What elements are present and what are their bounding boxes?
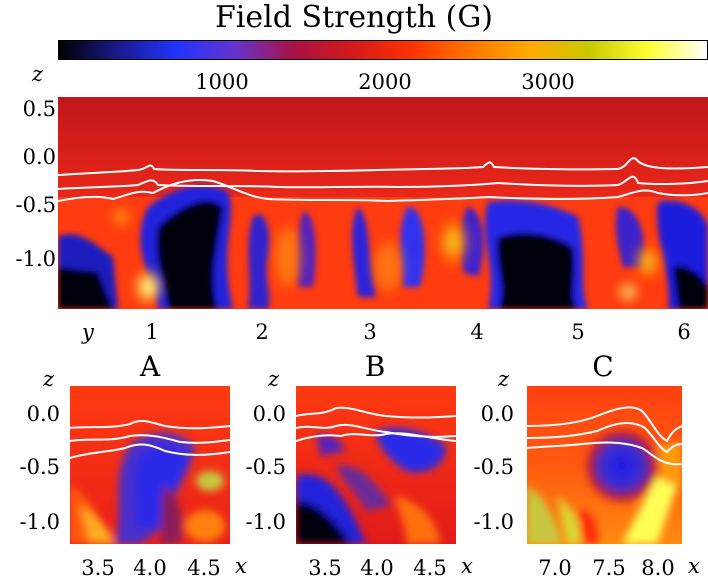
subpanel-a-field-map (70, 386, 230, 544)
subpanel-c-ytick-0.0: 0.0 (480, 402, 514, 426)
colorbar-tick-1000: 1000 (195, 70, 249, 94)
subpanel-b-x-label: x (461, 554, 473, 578)
subpanel-b-xtick-3.5: 3.5 (308, 556, 342, 580)
subpanel-b-ytick--1.0: -1.0 (245, 510, 287, 534)
main-ytick--1.0: -1.0 (15, 247, 57, 271)
subpanel-c-ytick--0.5: -0.5 (473, 455, 515, 479)
main-strong-field-structures (111, 207, 662, 305)
main-xtick-6: 6 (677, 320, 691, 344)
colorbar-tick-2000: 2000 (358, 70, 412, 94)
subpanel-a-z-label: z (43, 367, 55, 391)
subpanel-c-xtick-7.5: 7.5 (592, 556, 626, 580)
subpanel-c-field-map (527, 386, 682, 544)
colorbar-tick-3000: 3000 (521, 70, 575, 94)
main-panel-y-label: y (82, 320, 94, 344)
subpanel-c-ytick--1.0: -1.0 (473, 510, 515, 534)
main-xtick-1: 1 (145, 320, 159, 344)
main-xtick-3: 3 (363, 320, 377, 344)
main-field-map (58, 97, 708, 309)
subpanel-a-ytick-0.0: 0.0 (26, 402, 60, 426)
subpanel-b-xtick-4.5: 4.5 (413, 556, 447, 580)
subpanel-c-x-label: x (688, 554, 700, 578)
subpanel-a-x-label: x (235, 554, 247, 578)
subpanel-c-title: C (592, 350, 614, 383)
subpanel-c-xtick-7.0: 7.0 (538, 556, 572, 580)
main-contour-lines (58, 157, 708, 203)
subpanel-b-field-map (296, 386, 456, 544)
main-panel-z-label: z (32, 62, 44, 86)
subpanel-a-title: A (139, 350, 161, 383)
main-xtick-2: 2 (255, 320, 269, 344)
colorbar-title: Field Strength (G) (214, 0, 493, 35)
subpanel-a-xtick-4.0: 4.0 (133, 556, 167, 580)
main-xtick-5: 5 (571, 320, 585, 344)
main-ytick-0.0: 0.0 (22, 145, 56, 169)
subpanel-c-z-label: z (498, 367, 510, 391)
subpanel-a-xtick-3.5: 3.5 (81, 556, 115, 580)
main-ytick-0.5: 0.5 (22, 97, 56, 121)
subpanel-a-ytick--1.0: -1.0 (19, 510, 61, 534)
main-weak-field-structures (58, 185, 708, 309)
subpanel-c-xtick-8.0: 8.0 (641, 556, 675, 580)
main-ytick--0.5: -0.5 (15, 193, 57, 217)
subpanel-b-title: B (364, 350, 386, 383)
subpanel-b-xtick-4.0: 4.0 (360, 556, 394, 580)
subpanel-b-z-label: z (268, 367, 280, 391)
colorbar (58, 40, 708, 60)
main-xtick-4: 4 (470, 320, 484, 344)
subpanel-a-ytick--0.5: -0.5 (19, 455, 61, 479)
subpanel-a-xtick-4.5: 4.5 (187, 556, 221, 580)
subpanel-b-ytick-0.0: 0.0 (252, 402, 286, 426)
subpanel-b-ytick--0.5: -0.5 (245, 455, 287, 479)
